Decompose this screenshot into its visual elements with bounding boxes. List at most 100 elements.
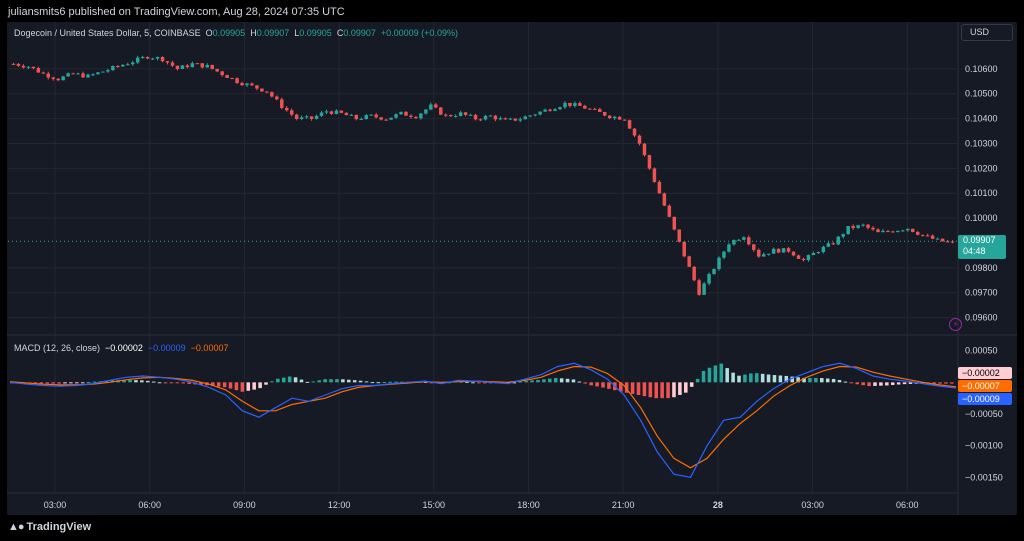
candle-body — [940, 238, 945, 242]
candle-body — [255, 85, 259, 89]
candle-body — [245, 83, 249, 86]
macd-hist-bar — [134, 380, 138, 383]
candle-body — [801, 258, 806, 261]
candle-body — [260, 88, 264, 92]
time-tick-label: 28 — [713, 500, 723, 510]
candle-body — [414, 116, 418, 119]
macd-hist-bar — [57, 382, 61, 384]
candle-body — [757, 249, 761, 257]
candle-body — [786, 248, 791, 252]
symbol-label: Dogecoin / United States Dollar, 5, COIN… — [14, 28, 201, 38]
macd-hist-bar — [246, 382, 251, 391]
macd-hist-bar — [530, 380, 534, 383]
macd-hist-bar — [678, 382, 682, 395]
candle-body — [861, 224, 865, 226]
candle-body — [503, 118, 508, 120]
candle-body — [906, 228, 910, 231]
candle-body — [796, 255, 801, 259]
candle-body — [210, 64, 214, 69]
candle-body — [86, 74, 90, 78]
candle-body — [727, 244, 731, 252]
candle-body — [324, 111, 329, 113]
candle-body — [443, 114, 448, 116]
candle-body — [831, 243, 836, 245]
candle-body — [528, 115, 532, 117]
candle-body — [682, 241, 686, 257]
macd-hist-bar — [601, 382, 605, 388]
macd-hist-bar — [577, 381, 582, 383]
macd-hist-bar — [766, 374, 771, 383]
candle-body — [359, 118, 364, 120]
macd-signal-tag: −0.00007 — [958, 380, 1012, 392]
candle-body — [712, 269, 716, 275]
time-tick-label: 12:00 — [328, 500, 351, 510]
macd-hist-bar — [394, 381, 398, 383]
candle-body — [791, 251, 796, 256]
candle-body — [811, 252, 816, 256]
macd-hist-bar — [264, 382, 268, 385]
macd-hist-bar — [358, 380, 363, 383]
macd-hist-bar — [524, 380, 528, 383]
bar-countdown: 04:48 — [963, 246, 986, 256]
macd-hist-bar — [855, 382, 860, 385]
macd-hist-bar — [583, 382, 588, 384]
macd-hist-bar — [890, 382, 895, 385]
macd-hist-bar — [151, 381, 156, 383]
macd-hist-bar — [122, 379, 126, 383]
candle-body — [776, 248, 781, 253]
macd-hist-bar — [51, 382, 55, 384]
price-tick-label: 0.09700 — [965, 288, 998, 298]
candle-body — [697, 280, 701, 295]
candle-body — [548, 109, 552, 111]
candle-body — [841, 234, 845, 237]
macd-hist-bar — [187, 382, 191, 384]
time-tick-label: 03:00 — [801, 500, 824, 510]
candle-body — [573, 103, 577, 107]
candle-body — [925, 235, 930, 237]
candle-body — [309, 116, 314, 119]
candle-body — [558, 107, 562, 110]
macd-hist-bar — [169, 382, 174, 384]
candle-body — [250, 83, 254, 86]
macd-hist-bar — [666, 382, 670, 399]
candle-body — [121, 64, 125, 67]
macd-hist-bar — [636, 382, 641, 395]
candle-body — [106, 70, 110, 72]
price-legend: Dogecoin / United States Dollar, 5, COIN… — [14, 28, 458, 38]
candle-body — [394, 114, 398, 118]
bottom-bar — [0, 515, 1024, 541]
candle-body — [270, 92, 274, 97]
tradingview-brand[interactable]: ▲● TradingView — [8, 521, 92, 533]
macd-hist-bar — [624, 382, 629, 393]
low-value: 0.09905 — [299, 28, 332, 38]
price-tick-label: 0.10600 — [965, 64, 998, 74]
macd-hist-bar — [211, 382, 215, 386]
candle-body — [598, 109, 602, 112]
candle-body — [766, 253, 771, 255]
top-bar: juliansmits6 published on TradingView.co… — [0, 0, 1024, 22]
macd-hist-bar — [820, 378, 824, 383]
candle-body — [627, 120, 632, 129]
candles — [11, 55, 955, 296]
macd-hist-bar — [648, 382, 653, 398]
candle-body — [463, 112, 468, 115]
candle-body — [299, 117, 304, 119]
macd-hist-bar — [542, 379, 546, 383]
macd-tick-label: 0.00050 — [965, 346, 998, 356]
candle-body — [915, 231, 920, 235]
macd-hist-bar — [258, 382, 262, 389]
macd-hist-bar — [808, 377, 812, 383]
chart-frame[interactable] — [7, 22, 1017, 515]
candle-body — [294, 114, 299, 119]
candle-body — [21, 65, 26, 68]
time-tick-label: 09:00 — [233, 500, 256, 510]
currency-button[interactable]: USD — [961, 24, 1013, 41]
macd-hist-bar — [216, 382, 221, 387]
macd-hist-bar — [908, 382, 913, 384]
bolt-icon[interactable]: ⚡ — [949, 318, 962, 331]
candle-body — [687, 256, 691, 267]
published-text: juliansmits6 published on TradingView.co… — [8, 6, 345, 18]
macd-signal-value: −0.00007 — [190, 343, 229, 353]
macd-hist-bar — [689, 382, 694, 387]
